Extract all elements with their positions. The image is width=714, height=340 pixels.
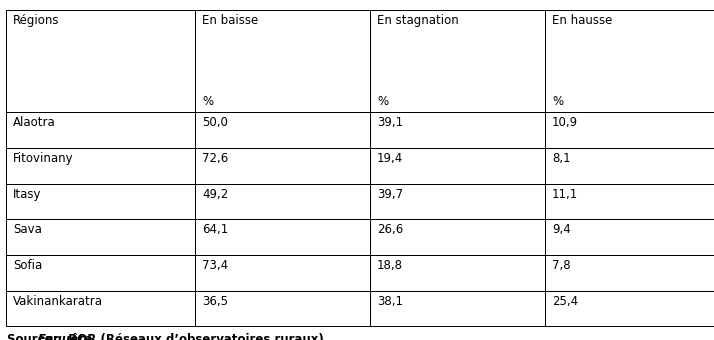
Text: Régions: Régions	[13, 14, 59, 27]
Bar	[545, 148, 714, 184]
Text: Sava: Sava	[13, 223, 41, 236]
Bar	[370, 148, 545, 184]
Text: 72,6: 72,6	[202, 152, 228, 165]
Bar	[195, 219, 370, 255]
Bar	[370, 10, 545, 112]
Bar	[195, 255, 370, 291]
Text: 73,4: 73,4	[202, 259, 228, 272]
Text: 36,5: 36,5	[202, 295, 228, 308]
Text: 8,1: 8,1	[552, 152, 570, 165]
Bar	[545, 112, 714, 148]
Bar	[6, 148, 195, 184]
Bar	[6, 255, 195, 291]
Bar	[6, 219, 195, 255]
Bar	[6, 112, 195, 148]
Bar	[6, 184, 195, 219]
Text: 7,8: 7,8	[552, 259, 570, 272]
Bar	[545, 255, 714, 291]
Text: Vakinankaratra: Vakinankaratra	[13, 295, 103, 308]
Text: 38,1: 38,1	[377, 295, 403, 308]
Text: En hausse: En hausse	[552, 14, 613, 27]
Text: 50,0: 50,0	[202, 116, 228, 129]
Bar	[545, 219, 714, 255]
Text: 10,9: 10,9	[552, 116, 578, 129]
Bar	[545, 10, 714, 112]
Text: 25,4: 25,4	[552, 295, 578, 308]
Text: 39,7: 39,7	[377, 188, 403, 201]
Text: Enquête: Enquête	[38, 333, 92, 340]
Text: Sofia: Sofia	[13, 259, 42, 272]
Bar	[195, 184, 370, 219]
Text: Alaotra: Alaotra	[13, 116, 56, 129]
Text: 9,4: 9,4	[552, 223, 570, 236]
Bar	[195, 10, 370, 112]
Text: %: %	[552, 95, 563, 108]
Text: 18,8: 18,8	[377, 259, 403, 272]
Text: 11,1: 11,1	[552, 188, 578, 201]
Text: Itasy: Itasy	[13, 188, 41, 201]
Bar	[6, 291, 195, 326]
Text: 19,4: 19,4	[377, 152, 403, 165]
Text: En stagnation: En stagnation	[377, 14, 458, 27]
Bar	[370, 255, 545, 291]
Bar	[195, 112, 370, 148]
Bar	[6, 10, 195, 112]
Bar	[545, 184, 714, 219]
Text: Source:: Source:	[7, 333, 62, 340]
Bar	[370, 184, 545, 219]
Text: %: %	[202, 95, 213, 108]
Bar	[545, 291, 714, 326]
Text: Fitovinany: Fitovinany	[13, 152, 74, 165]
Text: En baisse: En baisse	[202, 14, 258, 27]
Bar	[195, 291, 370, 326]
Bar	[370, 219, 545, 255]
Text: 39,1: 39,1	[377, 116, 403, 129]
Text: 26,6: 26,6	[377, 223, 403, 236]
Bar	[370, 112, 545, 148]
Text: %: %	[377, 95, 388, 108]
Text: 49,2: 49,2	[202, 188, 228, 201]
Text: ROR (Réseaux d’observatoires ruraux): ROR (Réseaux d’observatoires ruraux)	[64, 333, 324, 340]
Bar	[195, 148, 370, 184]
Bar	[370, 291, 545, 326]
Text: 64,1: 64,1	[202, 223, 228, 236]
